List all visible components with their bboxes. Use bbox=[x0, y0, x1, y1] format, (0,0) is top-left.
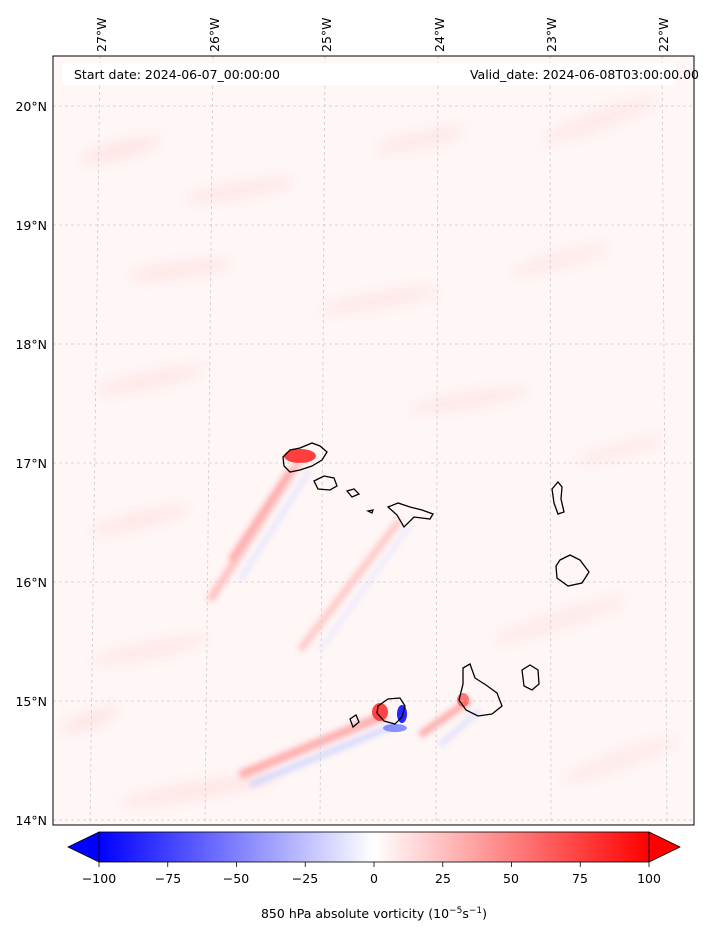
colorbar-bar bbox=[98, 831, 650, 863]
island-sao-nicolau bbox=[386, 502, 434, 529]
island-fogo bbox=[376, 697, 406, 725]
header-band bbox=[62, 63, 676, 85]
lon-label-25w: 25°W bbox=[319, 17, 334, 52]
island-santiago bbox=[458, 663, 503, 717]
cb-tick-label-4: 0 bbox=[370, 871, 378, 886]
cb-tick-label-6: 50 bbox=[503, 871, 519, 886]
map-background bbox=[53, 56, 694, 825]
colorbar-label-end: ) bbox=[482, 906, 487, 921]
cb-tick-label-3: −25 bbox=[292, 871, 318, 886]
island-santa-luzia bbox=[345, 488, 361, 498]
lat-label-19n: 19°N bbox=[15, 218, 47, 233]
cb-tick-label-5: 25 bbox=[435, 871, 451, 886]
lat-label-15n: 15°N bbox=[15, 694, 47, 709]
lon-label-27w: 27°W bbox=[94, 17, 109, 52]
lat-label-16n: 16°N bbox=[15, 575, 47, 590]
colorbar-label-text: 850 hPa absolute vorticity (10 bbox=[261, 906, 449, 921]
start-date-label: Start date: 2024-06-07_00:00:00 bbox=[74, 67, 280, 82]
island-boa-vista bbox=[555, 554, 590, 587]
colorbar-low-extend bbox=[67, 831, 100, 863]
coastlines bbox=[282, 442, 590, 729]
lat-label-20n: 20°N bbox=[15, 99, 47, 114]
lat-label-18n: 18°N bbox=[15, 337, 47, 352]
lon-label-26w: 26°W bbox=[207, 17, 222, 52]
colorbar-label: 850 hPa absolute vorticity (10−5s−1) bbox=[261, 906, 487, 921]
island-maio bbox=[521, 664, 540, 691]
colorbar: −100 −75 −50 −25 0 25 50 75 100 850 hPa … bbox=[67, 831, 681, 921]
lon-label-22w: 22°W bbox=[656, 17, 671, 52]
lat-label-14n: 14°N bbox=[15, 813, 47, 828]
cb-tick-label-8: 100 bbox=[637, 871, 661, 886]
island-santo-antao bbox=[282, 442, 328, 473]
lat-label-17n: 17°N bbox=[15, 456, 47, 471]
gridlines bbox=[53, 56, 694, 825]
colorbar-label-exp1: −5 bbox=[449, 906, 462, 916]
map-panel: Start date: 2024-06-07_00:00:00 Valid_da… bbox=[52, 55, 699, 826]
valid-date-label: Valid_date: 2024-06-08T03:00:00.00 bbox=[470, 67, 699, 82]
cb-tick-label-7: 75 bbox=[572, 871, 588, 886]
latitude-labels: 20°N 19°N 18°N 17°N 16°N 15°N 14°N bbox=[15, 99, 47, 828]
island-sao-vicente bbox=[313, 475, 338, 491]
vorticity-field bbox=[61, 97, 677, 806]
lon-label-24w: 24°W bbox=[432, 17, 447, 52]
colorbar-ticks bbox=[98, 862, 650, 867]
cb-tick-label-1: −75 bbox=[155, 871, 181, 886]
island-brava bbox=[349, 714, 360, 729]
island-sal bbox=[551, 480, 565, 515]
colorbar-label-exp2: −1 bbox=[469, 906, 482, 916]
lon-label-23w: 23°W bbox=[544, 17, 559, 52]
colorbar-label-unit: s bbox=[462, 906, 469, 921]
cb-tick-label-2: −50 bbox=[223, 871, 249, 886]
map-frame bbox=[52, 55, 695, 826]
colorbar-high-extend bbox=[648, 831, 681, 863]
islet bbox=[366, 509, 374, 514]
cb-tick-label-0: −100 bbox=[82, 871, 116, 886]
longitude-labels: 27°W 26°W 25°W 24°W 23°W 22°W bbox=[94, 17, 671, 52]
